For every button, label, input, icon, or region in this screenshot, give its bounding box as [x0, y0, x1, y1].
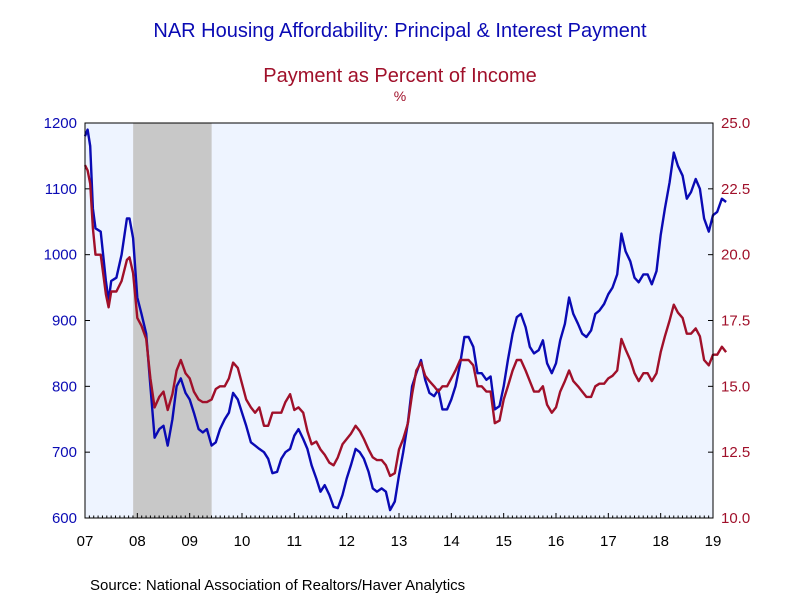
- x-tick-label: 17: [600, 533, 617, 550]
- x-tick-label: 09: [181, 533, 198, 550]
- x-tick-label: 08: [129, 533, 146, 550]
- x-tick-label: 12: [338, 533, 355, 550]
- x-tick-label: 11: [287, 533, 303, 550]
- recession-shading: [133, 123, 212, 518]
- y-right-tick-label: 22.5: [721, 181, 750, 198]
- y-left-tick-label: 700: [52, 444, 77, 461]
- x-tick-label: 10: [234, 533, 251, 550]
- x-tick-label: 18: [652, 533, 669, 550]
- y-right-tick-label: 25.0: [721, 115, 750, 132]
- x-tick-label: 19: [705, 533, 722, 550]
- y-left-tick-label: 1000: [44, 247, 77, 264]
- series-line-principal-interest: [83, 128, 727, 512]
- y-right-tick-label: 17.5: [721, 313, 750, 330]
- y-left-tick-label: 600: [52, 510, 77, 527]
- y-left-tick-label: 800: [52, 378, 77, 395]
- y-right-tick-label: 20.0: [721, 247, 750, 264]
- y-right-tick-label: 10.0: [721, 510, 750, 527]
- y-left-tick-label: 900: [52, 313, 77, 330]
- plot-frame: [84, 122, 714, 519]
- source-note: Source: National Association of Realtors…: [90, 577, 466, 594]
- y-right-tick-label: 15.0: [721, 378, 750, 395]
- x-tick-label: 13: [391, 533, 408, 550]
- y-right-tick-label: 12.5: [721, 444, 750, 461]
- y-left-tick-label: 1100: [45, 181, 77, 198]
- y-left-tick-label: 1200: [44, 115, 77, 132]
- x-tick-label: 07: [77, 533, 94, 550]
- x-tick-label: 15: [495, 533, 512, 550]
- series-line-payment-percent-income: [83, 164, 728, 478]
- x-tick-label: 14: [443, 533, 460, 550]
- unit-label: %: [393, 88, 407, 104]
- x-tick-label: 16: [548, 533, 565, 550]
- chart-title: NAR Housing Affordability: Principal & I…: [153, 20, 647, 42]
- chart-subtitle: Payment as Percent of Income: [263, 65, 537, 87]
